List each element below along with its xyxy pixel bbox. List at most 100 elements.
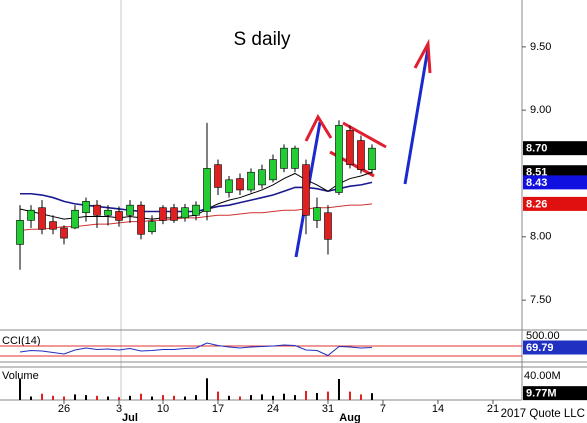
price-label-box [523, 175, 587, 190]
volume-bar [337, 379, 340, 400]
x-tick-label: 31 [322, 403, 334, 415]
volume-bar [238, 396, 241, 400]
candle-body [181, 207, 189, 219]
candle-body [346, 130, 354, 165]
volume-value-label-box [523, 386, 587, 401]
volume-bar [348, 391, 351, 400]
volume-tick-label: 40.00M [524, 370, 561, 382]
price-label: 8.70 [526, 143, 547, 155]
candle-body [247, 171, 255, 191]
volume-bar [162, 395, 165, 400]
volume-bar [205, 378, 208, 400]
x-tick-label: 7 [380, 403, 386, 415]
cci-value-label-box [523, 340, 587, 355]
candle-body [192, 204, 200, 216]
volume-bar [129, 395, 132, 400]
annotation-arrow [413, 38, 432, 74]
candle-body [258, 169, 266, 186]
y-tick-label: 9.50 [530, 41, 551, 53]
candle-body [104, 209, 112, 216]
x-tick-label: 21 [487, 403, 499, 415]
volume-bar [118, 397, 121, 400]
candle-body [324, 212, 332, 240]
volume-bar [151, 396, 154, 400]
volume-bar [63, 396, 66, 400]
candle-body [60, 227, 68, 239]
y-tick-label: 8.00 [530, 231, 551, 243]
x-tick-label: 17 [212, 403, 224, 415]
x-tick-label: 26 [58, 403, 70, 415]
price-label-box [523, 196, 587, 211]
volume-bar [370, 393, 373, 400]
candle-body [291, 147, 299, 169]
volume-bar [216, 391, 219, 400]
candle-body [49, 221, 57, 230]
candle-body [335, 125, 343, 193]
volume-bar [326, 391, 329, 400]
y-tick-label: 9.00 [530, 104, 551, 116]
candle-body [148, 221, 156, 233]
price-label: 8.43 [526, 177, 547, 189]
chart-title: S daily [233, 29, 291, 50]
cci-label: CCI(14) [2, 335, 41, 347]
price-label-box [523, 141, 587, 156]
annotation-line [403, 47, 430, 185]
volume-bar [183, 396, 186, 400]
candle-body [71, 209, 79, 229]
volume-bar [249, 395, 252, 400]
volume-bar [304, 390, 307, 400]
volume-bar [260, 394, 263, 400]
volume-bar [293, 395, 296, 400]
volume-bar [173, 395, 175, 400]
volume-bar [282, 393, 285, 400]
volume-bar [30, 396, 33, 400]
cci-value-label: 69.79 [526, 342, 554, 354]
y-tick-label: 7.50 [530, 294, 551, 306]
month-label: Jul [122, 412, 138, 423]
candle-body [27, 209, 35, 221]
volume-bar [96, 395, 99, 400]
candle-body [357, 140, 365, 170]
volume-bar [194, 395, 197, 400]
volume-bar [74, 394, 77, 400]
volume-bar [140, 393, 143, 400]
candle-body [115, 211, 123, 221]
volume-bar [19, 379, 22, 400]
volume-bar [41, 393, 44, 400]
volume-label: Volume [2, 370, 39, 382]
candle-body [16, 220, 24, 245]
candle-body [225, 179, 233, 193]
candle-body [269, 159, 277, 181]
candle-body [214, 164, 222, 188]
candle-body [93, 204, 101, 216]
candle-body [280, 147, 288, 169]
candle-body [82, 201, 90, 214]
candle-body [368, 147, 376, 170]
volume-bar [359, 394, 362, 400]
cci-line [19, 342, 372, 357]
volume-bar [52, 395, 55, 400]
volume-bar [107, 396, 110, 400]
candle-body [302, 164, 310, 216]
price-label: 8.26 [526, 198, 547, 210]
candle-body [313, 207, 321, 221]
candle-body [203, 168, 211, 212]
volume-bar [315, 393, 318, 400]
volume-bar [227, 395, 230, 400]
volume-bar [271, 395, 274, 400]
candle-body [126, 204, 134, 216]
x-tick-label: 14 [432, 403, 444, 415]
candle-body [170, 207, 178, 221]
annotation-arrow [304, 113, 333, 142]
volume-bar [85, 395, 88, 400]
candle-body [236, 178, 244, 191]
volume-value-label: 9.77M [526, 388, 557, 400]
x-tick-label: 24 [267, 403, 279, 415]
x-tick-label: 3 [116, 403, 122, 415]
candle-body [137, 204, 145, 235]
candle-body [38, 207, 46, 230]
x-tick-label: 10 [157, 403, 169, 415]
cci-tick-label: 500.00 [526, 330, 560, 342]
footer: 2017 Quote LLC [501, 408, 585, 420]
